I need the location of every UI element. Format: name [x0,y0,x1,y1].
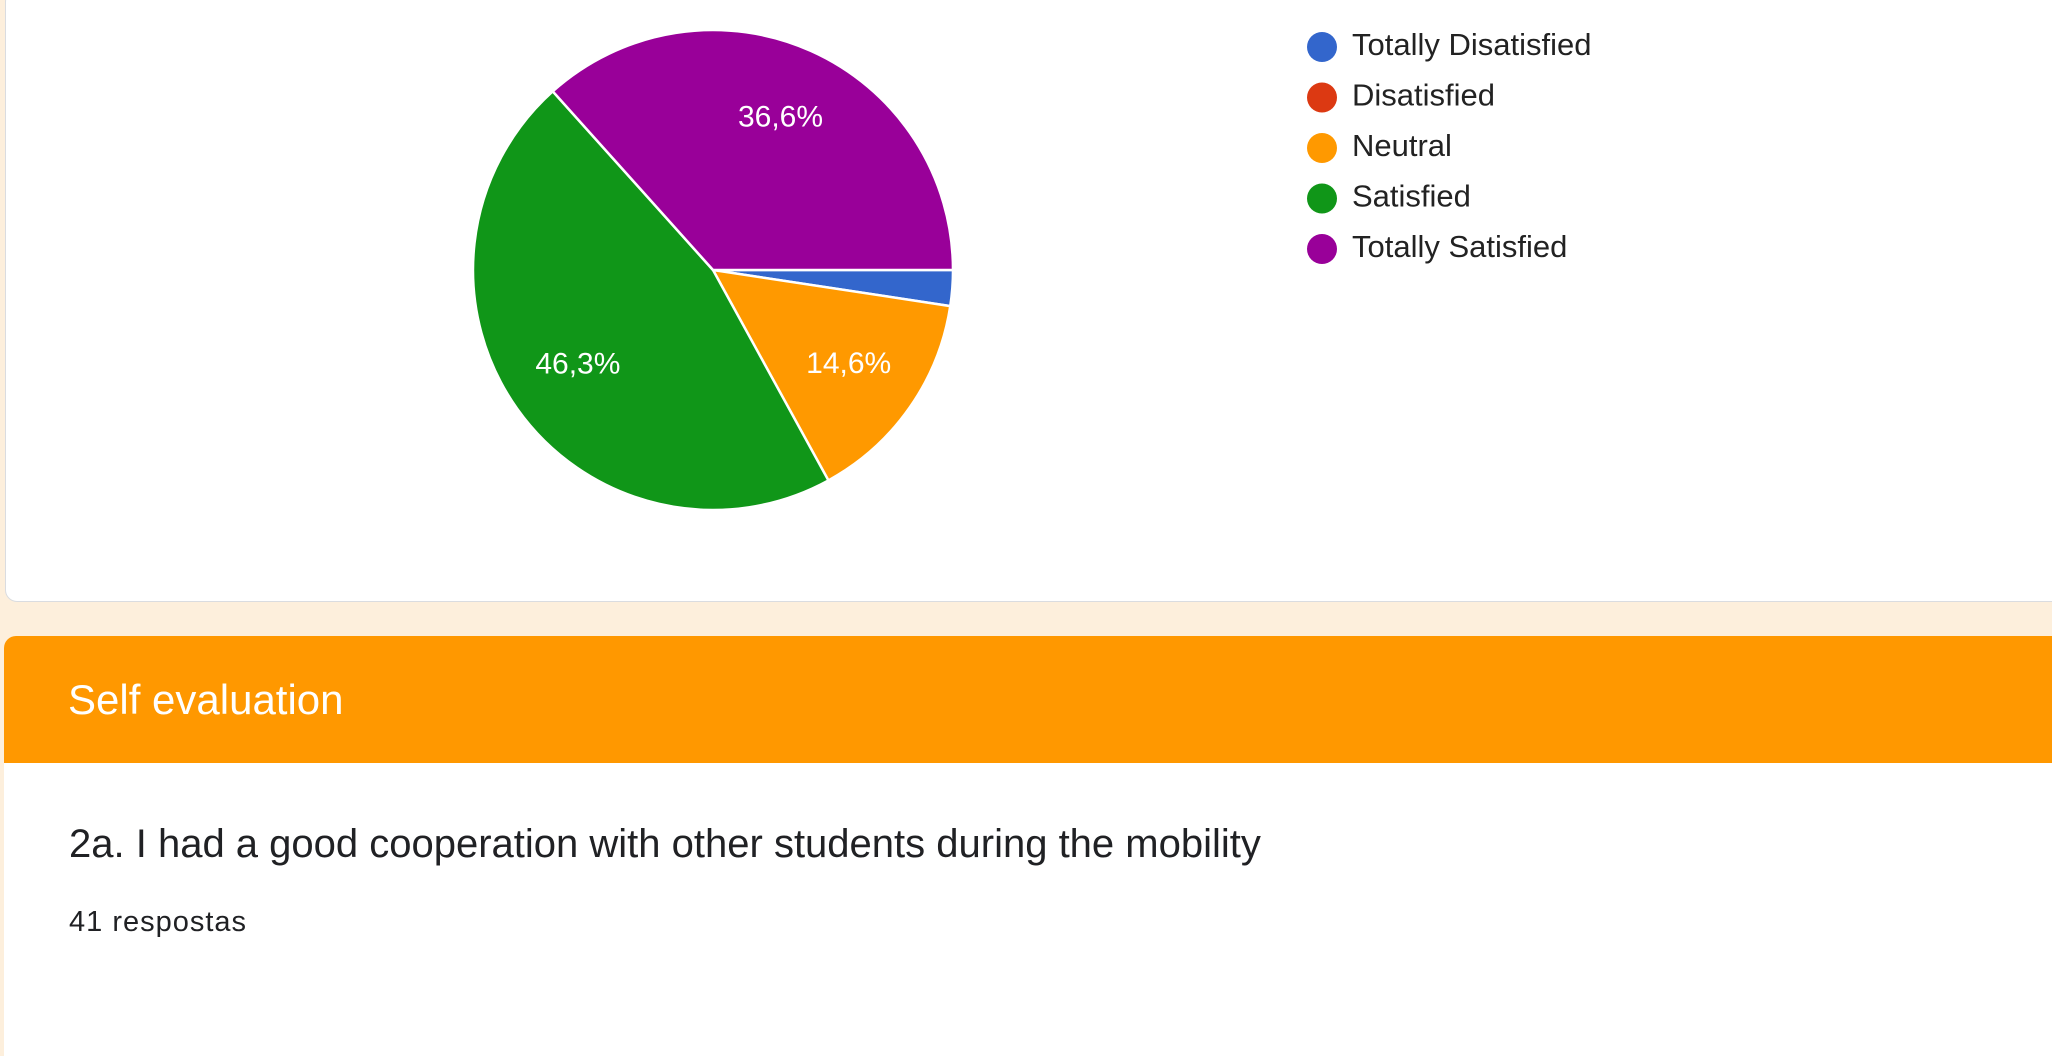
legend-label: Disatisfied [1352,78,1495,113]
pie-slice [550,28,955,272]
legend-label: Neutral [1352,128,1452,163]
legend-swatch [1307,234,1337,264]
legend-label: Totally Satisfied [1352,229,1567,264]
chart: 14,6% 46,3% 36,6% Totally Disatisfied Disati… [471,27,1591,512]
response-count: 41 respostas [69,906,248,938]
legend-swatch [1307,183,1337,214]
slice-label: 46,3% [535,348,620,381]
question-title: 2a. I had a good cooperation with other … [69,822,1261,866]
legend-swatch [1307,133,1337,163]
legend-swatch [1307,82,1337,113]
legend-swatch [1307,32,1337,62]
section-title: Self evaluation [4,636,2052,763]
pie-slice [710,268,952,483]
page: 14,6% 46,3% 36,6% Totally Disatisfied Disati… [4,0,2052,1056]
slice-label: 14,6% [806,347,891,380]
chart-card [5,0,2052,602]
section-card: Self evaluation 2a. I had a good coopera… [4,636,2052,1056]
legend-label: Satisfied [1352,179,1471,214]
pie-slice [471,89,831,512]
slice-label: 36,6% [738,101,823,134]
legend-label: Totally Disatisfied [1352,27,1591,62]
